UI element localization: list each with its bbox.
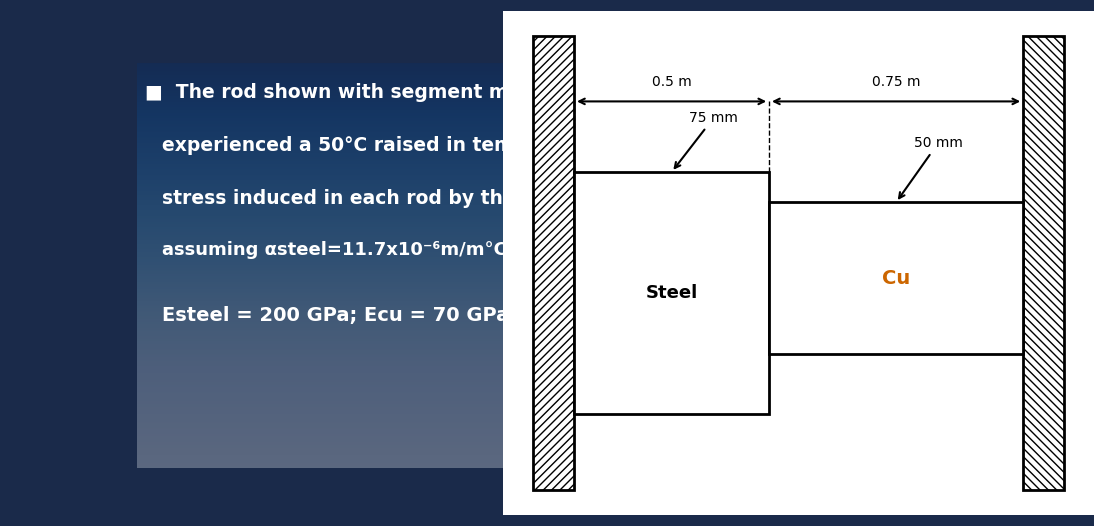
Text: 0.75 m: 0.75 m [872, 75, 920, 89]
Text: Esteel = 200 GPa; Ecu = 70 GPa: Esteel = 200 GPa; Ecu = 70 GPa [162, 306, 510, 325]
Text: ■  The rod shown with segment made of steel and copper: ■ The rod shown with segment made of ste… [146, 84, 759, 103]
Text: stress induced in each rod by the temperature increase: stress induced in each rod by the temper… [162, 189, 753, 208]
Text: Cu: Cu [882, 269, 910, 288]
Text: Steel: Steel [645, 284, 698, 302]
Text: experienced a 50°C raised in temperature. Determine the: experienced a 50°C raised in temperature… [162, 136, 773, 155]
Bar [574, 172, 769, 414]
Bar [769, 203, 1023, 354]
Text: 0.5 m: 0.5 m [652, 75, 691, 89]
Text: 75 mm: 75 mm [675, 110, 738, 168]
Text: assuming αsteel=11.7x10⁻⁶m/m°C; αcu=21.6x10⁻⁶m/m°C;: assuming αsteel=11.7x10⁻⁶m/m°C; αcu=21.6… [162, 241, 743, 259]
Bar [1023, 36, 1064, 490]
Bar [533, 36, 574, 490]
Text: 50 mm: 50 mm [899, 136, 963, 198]
